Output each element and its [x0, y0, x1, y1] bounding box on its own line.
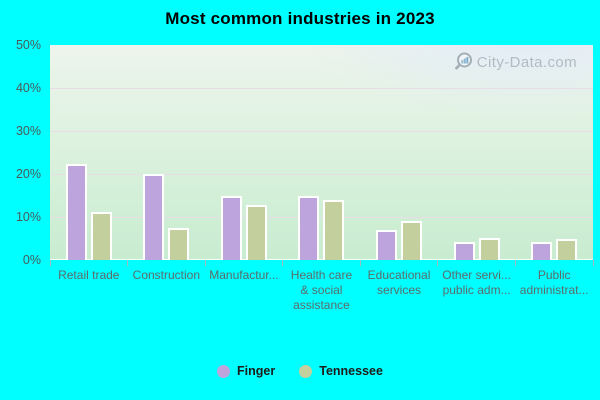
x-category-label-health-care: Health care & social assistance [290, 268, 353, 312]
bar-tennessee-manufactur [245, 205, 267, 260]
gridline-40 [50, 88, 593, 89]
x-tick-mark [359, 260, 361, 266]
y-tick-label-0pct: 0% [22, 252, 41, 267]
y-axis-labels: 0% 10% 20% 30% 40% 50% [0, 38, 44, 267]
x-category-label-manufactur: Manufactur... [209, 268, 279, 282]
x-category-label-retail-trade: Retail trade [58, 268, 120, 282]
legend-swatch-finger [217, 364, 231, 378]
magnifier-bar-chart-icon [454, 52, 472, 70]
bar-group-manufactur [205, 45, 283, 260]
x-axis-baseline [50, 259, 593, 260]
bar-group-other-servi [438, 45, 516, 260]
bar-tennessee-construction [168, 227, 190, 260]
legend: Finger Tennessee [0, 364, 600, 378]
bar-finger-retail-trade [65, 164, 87, 260]
bar-finger-health-care [298, 196, 320, 260]
y-tick-label-50pct: 50% [15, 37, 41, 52]
bar-tennessee-educational [401, 221, 423, 260]
x-category-label-educational: Educational services [367, 268, 431, 297]
bar-tennessee-public [556, 239, 578, 260]
legend-item-tennessee: Tennessee [299, 364, 383, 378]
x-axis-ticks [49, 260, 594, 267]
bar-finger-educational [376, 229, 398, 260]
bar-finger-manufactur [220, 195, 242, 260]
x-tick-mark [49, 260, 51, 266]
bar-tennessee-other-servi [478, 237, 500, 260]
x-category-label-construction: Construction [132, 268, 201, 282]
gridline-10 [50, 217, 593, 218]
gridline-30 [50, 131, 593, 132]
bar-finger-construction [143, 173, 165, 260]
x-tick-mark [127, 260, 129, 266]
legend-swatch-tennessee [299, 364, 313, 378]
bar-group-construction [128, 45, 206, 260]
legend-label-tennessee: Tennessee [319, 364, 383, 378]
y-tick-label-10pct: 10% [15, 209, 41, 224]
x-category-label-other-servi: Other servi... public adm... [442, 268, 511, 297]
bar-group-retail-trade [50, 45, 128, 260]
bar-tennessee-retail-trade [90, 211, 112, 260]
legend-label-finger: Finger [237, 364, 276, 378]
x-axis-labels: Retail trade Construction Manufactur... Hea… [50, 268, 593, 313]
chart-title: Most common industries in 2023 [165, 9, 435, 28]
bar-tennessee-health-care [323, 199, 345, 260]
x-tick-mark [514, 260, 516, 266]
watermark: City-Data.com [453, 51, 577, 73]
bar-group-health-care [283, 45, 361, 260]
x-tick-mark [204, 260, 206, 266]
x-tick-mark [437, 260, 439, 266]
bar-group-public [515, 45, 593, 260]
bar-group-educational [360, 45, 438, 260]
legend-item-finger: Finger [217, 364, 275, 378]
x-tick-mark [592, 260, 594, 266]
bar-finger-public [531, 242, 553, 260]
bar-finger-other-servi [453, 241, 475, 260]
y-tick-label-40pct: 40% [15, 80, 41, 95]
plot-area: City-Data.com [50, 45, 593, 260]
x-category-label-public: Public administrat... [519, 268, 589, 297]
gridline-20 [50, 174, 593, 175]
y-tick-label-20pct: 20% [15, 166, 41, 181]
watermark-text: City-Data.com [476, 53, 577, 71]
x-tick-mark [282, 260, 284, 266]
y-tick-label-30pct: 30% [15, 123, 41, 138]
